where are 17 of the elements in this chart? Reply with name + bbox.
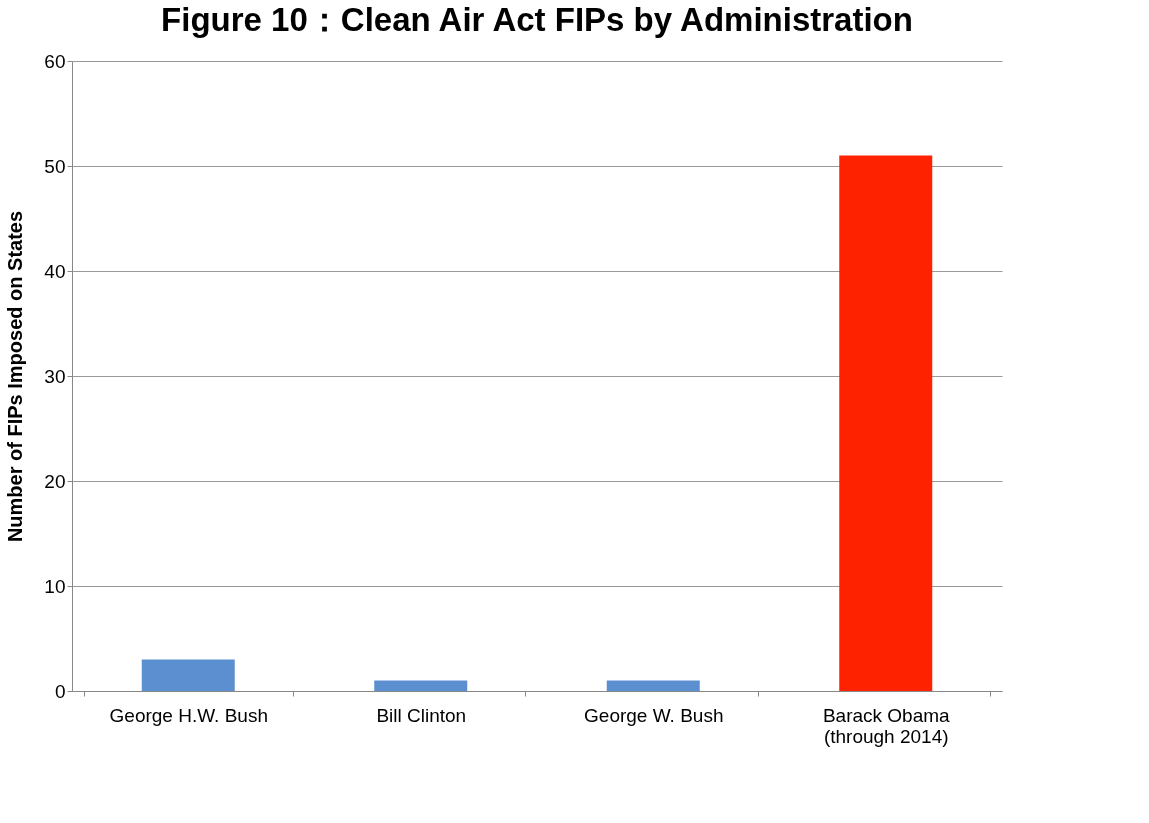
bar — [606, 680, 700, 691]
y-tick-label: 50 — [44, 155, 66, 177]
bar — [141, 659, 235, 691]
y-tick-label: 60 — [44, 50, 66, 72]
x-tick-label: George H.W. Bush — [109, 704, 268, 726]
y-tick-label: 30 — [44, 365, 66, 387]
y-tick-label: 10 — [44, 575, 66, 597]
x-tick-label: Bill Clinton — [376, 704, 467, 726]
y-tick-label: 0 — [54, 680, 66, 702]
chart-title: Figure 10：Clean Air Act FIPs by Administration — [161, 1, 913, 38]
bar — [374, 680, 468, 691]
y-axis-title: Number of FIPs Imposed on States — [4, 210, 27, 543]
bar — [839, 155, 933, 691]
x-tick-label: George W. Bush — [584, 704, 724, 726]
x-tick-label: Barack Obama (through 2014) — [822, 704, 951, 747]
y-tick-label: 20 — [44, 470, 66, 492]
y-tick-label: 40 — [44, 260, 66, 282]
